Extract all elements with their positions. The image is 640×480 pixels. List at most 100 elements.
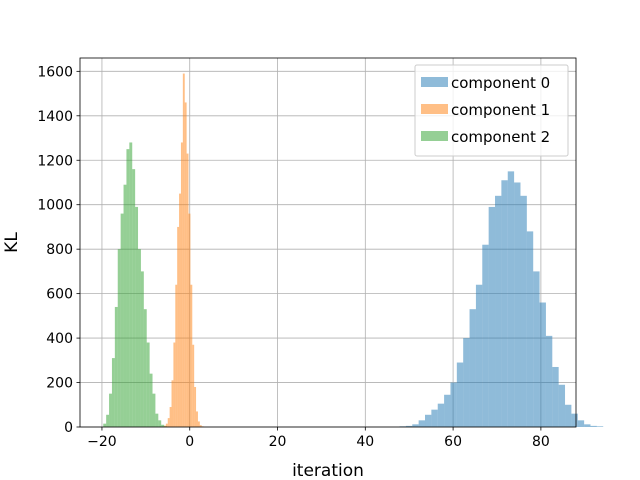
histogram-bar: [126, 149, 130, 427]
histogram-bar: [138, 249, 141, 427]
histogram-bar: [190, 284, 193, 427]
histogram-bar: [173, 342, 176, 427]
histogram-bar: [412, 424, 419, 427]
histogram-bar: [184, 102, 187, 428]
x-tick-label: 80: [532, 434, 550, 450]
histogram-bar: [571, 413, 578, 427]
histogram-bar: [520, 195, 527, 427]
x-tick-label: 40: [356, 434, 374, 450]
histogram-bar: [106, 414, 110, 427]
histogram-bar: [488, 206, 496, 427]
histogram-bar: [199, 425, 202, 427]
histogram-bar: [507, 171, 515, 427]
histogram-bar: [431, 409, 438, 427]
histogram-bar: [161, 424, 165, 427]
y-tick-label: 1400: [37, 109, 73, 125]
legend-swatch: [421, 104, 448, 114]
histogram-bar: [132, 169, 136, 427]
histogram-bar: [129, 142, 133, 427]
histogram-bar: [526, 231, 534, 427]
histogram-bar: [475, 284, 483, 427]
y-tick-label: 1200: [37, 153, 73, 169]
legend-label: component 0: [451, 74, 550, 92]
axis-ticks: −20 0 20 40 60 800200400600800100012001400160…: [37, 64, 549, 450]
legend-label: component 1: [451, 101, 550, 119]
histogram-bar: [418, 420, 426, 427]
histogram-bar: [590, 425, 597, 427]
histogram-bar: [182, 73, 185, 427]
y-tick-label: 1600: [37, 64, 73, 80]
histogram-bar: [437, 403, 445, 427]
histogram-bar: [552, 366, 559, 427]
histogram-bar: [103, 423, 107, 427]
histogram-bar: [514, 182, 521, 427]
histogram-bar: [444, 394, 451, 427]
legend-swatch: [421, 131, 448, 141]
y-tick-label: 0: [64, 420, 73, 436]
histogram-bars: [103, 73, 604, 428]
legend-swatch: [421, 77, 448, 87]
histogram-bar: [123, 184, 127, 427]
histogram-bar: [109, 393, 112, 427]
y-axis-label: KL: [2, 232, 22, 253]
histogram-bar: [152, 393, 156, 427]
x-tick-label: −20: [87, 434, 117, 450]
y-tick-label: 600: [46, 287, 73, 303]
y-tick-label: 1000: [37, 198, 73, 214]
series-0: [399, 171, 604, 427]
histogram-bar: [158, 420, 162, 427]
histogram-bar: [140, 271, 144, 427]
histogram-bar: [584, 424, 591, 427]
x-tick-label: 20: [269, 434, 287, 450]
histogram-bar: [188, 213, 191, 427]
histogram-bar: [117, 249, 121, 427]
y-tick-label: 200: [46, 376, 73, 392]
histogram-bar: [450, 382, 457, 427]
x-axis-label: iteration: [292, 461, 364, 480]
histogram-bar: [149, 373, 153, 427]
histogram-bar: [143, 309, 147, 427]
histogram-bar: [577, 420, 585, 427]
histogram-bar: [175, 284, 178, 427]
y-tick-label: 800: [46, 242, 73, 258]
histogram-bar: [155, 413, 159, 427]
histogram-bar: [533, 271, 540, 427]
x-tick-label: 0: [185, 434, 194, 450]
plot-frame: [79, 57, 577, 428]
histogram-bar: [469, 309, 476, 427]
histogram-bar: [501, 180, 508, 427]
histogram-bar: [120, 213, 124, 427]
histogram-bar: [177, 226, 180, 427]
histogram-bar: [169, 406, 172, 427]
histogram-bar: [146, 342, 150, 427]
histogram-bar: [196, 411, 198, 427]
series-1: [162, 73, 204, 428]
histogram-bar: [482, 244, 489, 427]
legend-box: [414, 64, 569, 157]
histogram-bar: [539, 302, 546, 427]
histogram-bar: [165, 423, 168, 427]
y-tick-label: 400: [46, 331, 73, 347]
histogram-bar: [171, 380, 174, 427]
histogram-bar: [558, 384, 566, 427]
histogram-bar: [495, 195, 502, 427]
histogram-bar: [463, 338, 470, 427]
histogram-bar: [135, 206, 139, 427]
histogram-bar: [197, 421, 200, 427]
histogram-bar: [167, 418, 170, 427]
histogram-bar: [565, 404, 572, 427]
histogram-bar: [179, 193, 181, 427]
legend: component 0 component 1 component 2: [414, 64, 569, 157]
series-2: [103, 142, 167, 427]
histogram-bar: [545, 335, 553, 427]
histogram-bar: [194, 386, 197, 427]
histogram-bar: [405, 425, 413, 427]
histogram-bar: [111, 358, 115, 427]
x-tick-label: 60: [444, 434, 462, 450]
histogram-bar: [180, 142, 183, 427]
histogram-bar: [192, 344, 195, 427]
legend-label: component 2: [451, 128, 550, 146]
histogram-bar: [456, 362, 464, 427]
histogram-bar: [425, 414, 432, 427]
